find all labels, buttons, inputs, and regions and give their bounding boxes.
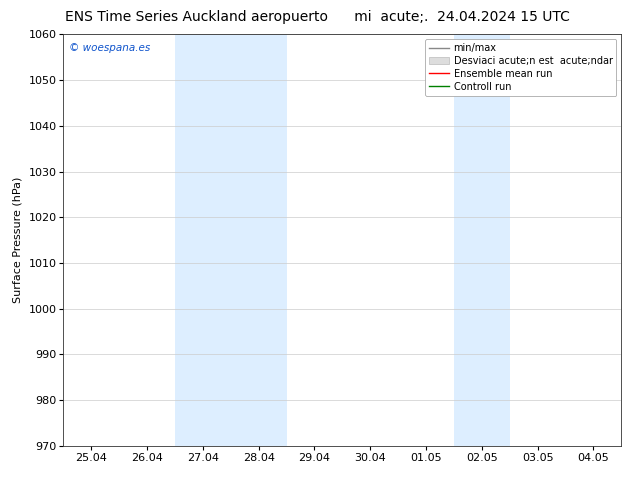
Text: © woespana.es: © woespana.es: [69, 43, 150, 52]
Bar: [454, 34, 510, 446]
Legend: min/max, Desviaci acute;n est  acute;ndar, Ensemble mean run, Controll run: min/max, Desviaci acute;n est acute;ndar…: [425, 39, 616, 96]
Bar: [175, 34, 287, 446]
Text: ENS Time Series Auckland aeropuerto      mi  acute;.  24.04.2024 15 UTC: ENS Time Series Auckland aeropuerto mi a…: [65, 10, 569, 24]
Y-axis label: Surface Pressure (hPa): Surface Pressure (hPa): [13, 177, 23, 303]
